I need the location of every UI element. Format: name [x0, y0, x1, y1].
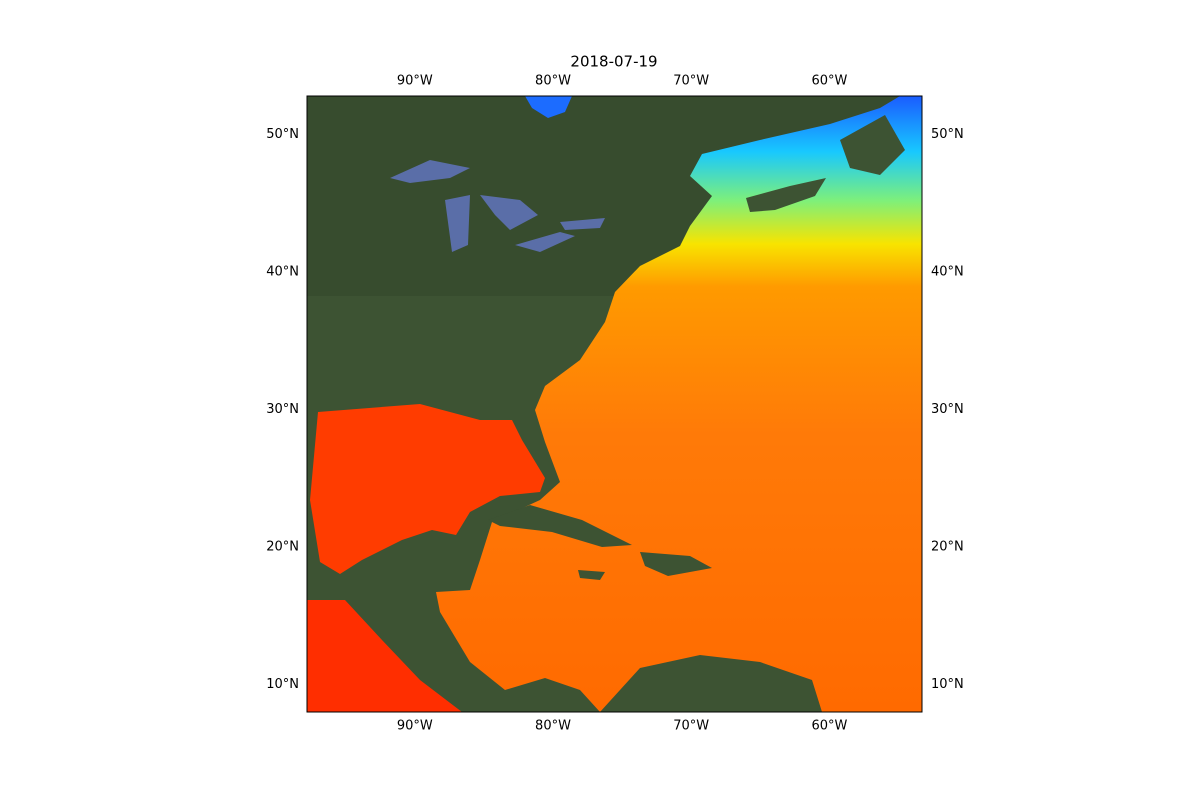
cuba	[488, 505, 632, 547]
pacific-ocean	[307, 600, 462, 712]
x-tick-label: 90°W	[397, 74, 433, 89]
map-image	[307, 96, 922, 712]
atlantic-ocean	[436, 96, 922, 712]
x-tick-label: 70°W	[673, 719, 709, 734]
newfoundland	[840, 115, 905, 175]
x-tick-label: 80°W	[535, 719, 571, 734]
y-tick-label: 40°N	[266, 265, 299, 280]
y-tick-label: 30°N	[266, 402, 299, 417]
hudson-bay	[525, 96, 572, 118]
x-tick-label: 60°W	[811, 719, 847, 734]
hispaniola	[640, 552, 712, 576]
nova-scotia	[746, 178, 826, 212]
y-tick-label: 10°N	[266, 677, 299, 692]
jamaica	[578, 570, 605, 580]
y-tick-label: 50°N	[931, 127, 964, 142]
y-tick-label: 40°N	[931, 265, 964, 280]
x-tick-label: 90°W	[397, 719, 433, 734]
south-america	[600, 655, 822, 712]
map-frame	[306, 95, 923, 713]
x-tick-label: 80°W	[535, 74, 571, 89]
y-tick-label: 20°N	[266, 540, 299, 555]
x-tick-label: 60°W	[811, 74, 847, 89]
great-lakes	[445, 195, 605, 252]
lake-superior	[390, 160, 470, 183]
y-tick-label: 30°N	[931, 402, 964, 417]
y-tick-label: 50°N	[266, 127, 299, 142]
y-tick-label: 10°N	[931, 677, 964, 692]
gulf-of-mexico	[310, 404, 545, 574]
x-tick-label: 70°W	[673, 74, 709, 89]
y-tick-label: 20°N	[931, 540, 964, 555]
map-title: 2018-07-19	[570, 53, 657, 71]
